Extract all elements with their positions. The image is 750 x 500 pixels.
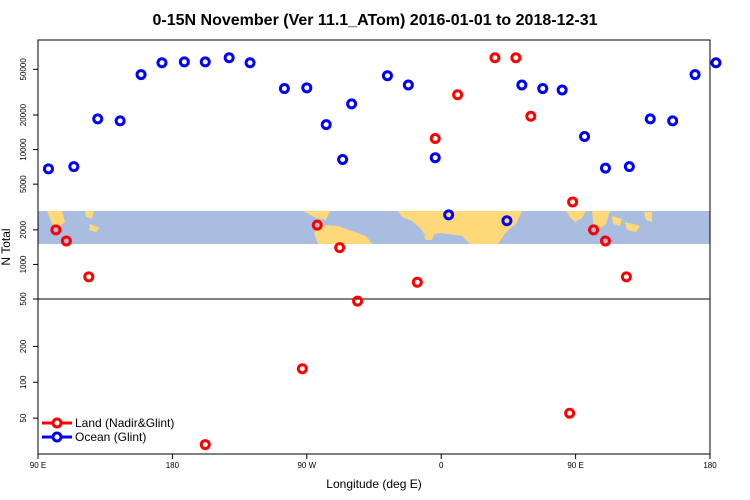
x-tick-label: 90 W <box>297 461 316 470</box>
y-tick-label: 2000 <box>19 220 28 238</box>
legend-marker <box>51 431 63 443</box>
ocean-point <box>92 113 104 125</box>
y-tick-label: 10000 <box>19 138 28 161</box>
x-tick-label: 180 <box>166 461 180 470</box>
map-land-shape <box>612 216 622 226</box>
plot-frame <box>37 39 711 455</box>
y-tick-label: 50000 <box>19 58 28 81</box>
x-tick-label: 90 E <box>567 461 583 470</box>
map-land-shape <box>47 211 65 228</box>
land-point <box>296 363 308 375</box>
ocean-point <box>346 98 358 110</box>
y-axis-label: N Total <box>0 228 13 265</box>
ocean-point <box>114 115 126 127</box>
ocean-point <box>42 163 54 175</box>
land-point <box>352 295 364 307</box>
y-tick-label: 1000 <box>19 255 28 273</box>
land-series <box>50 52 632 451</box>
ocean-point <box>244 57 256 69</box>
ocean-point <box>178 56 190 68</box>
x-axis-ticks: 90 E 180 90 W 0 90 E 180 <box>30 454 717 470</box>
ocean-point <box>429 152 441 164</box>
ocean-point <box>599 162 611 174</box>
y-tick-label: 5000 <box>19 175 28 193</box>
legend-label: Land (Nadir&Glint) <box>75 416 174 430</box>
land-point <box>311 219 323 231</box>
x-tick-label: 90 E <box>30 461 46 470</box>
ocean-point <box>135 69 147 81</box>
ocean-point <box>223 52 235 64</box>
land-point <box>83 271 95 283</box>
ocean-point <box>278 83 290 95</box>
plot-axes <box>37 39 711 455</box>
ocean-point <box>516 79 528 91</box>
map-land-shape <box>424 234 434 240</box>
ocean-point <box>68 161 80 173</box>
map-land-shape <box>314 225 372 244</box>
chart-title: 0-15N November (Ver 11.1_ATom) 2016-01-0… <box>153 12 598 29</box>
land-point <box>525 110 537 122</box>
x-axis-label: Longitude (deg E) <box>326 477 421 491</box>
y-tick-label: 100 <box>19 375 28 389</box>
data-points <box>42 52 722 451</box>
ocean-point <box>381 70 393 82</box>
x-tick-label: 0 <box>439 461 444 470</box>
ocean-point <box>579 131 591 143</box>
y-tick-label: 50 <box>19 413 28 422</box>
land-point <box>452 89 464 101</box>
map-land-shape <box>566 211 586 222</box>
map-land-shape <box>625 222 640 232</box>
land-point <box>50 224 62 236</box>
ocean-series <box>42 52 722 227</box>
ocean-point <box>556 84 568 96</box>
land-point <box>599 235 611 247</box>
y-tick-label: 500 <box>19 292 28 306</box>
land-point <box>567 196 579 208</box>
ocean-point <box>644 113 656 125</box>
map-land-shape <box>89 224 100 232</box>
ocean-point <box>667 115 679 127</box>
land-point <box>588 224 600 236</box>
map-land-shape <box>303 211 330 220</box>
land-point <box>510 52 522 64</box>
y-tick-label: 20000 <box>19 103 28 126</box>
land-point <box>564 407 576 419</box>
map-land-shape <box>644 212 652 222</box>
legend-marker <box>51 417 63 429</box>
x-tick-label: 180 <box>703 461 717 470</box>
land-point <box>334 242 346 254</box>
land-point <box>489 52 501 64</box>
map-land-shape <box>398 211 522 244</box>
ocean-point <box>199 56 211 68</box>
ocean-point <box>337 153 349 165</box>
ocean-point <box>623 161 635 173</box>
land-point <box>199 439 211 451</box>
map-land-shape <box>85 211 94 219</box>
y-axis-ticks: 500 1000 2000 5000 10000 20000 50000 50 100 200 <box>19 58 38 423</box>
ocean-point <box>301 82 313 94</box>
legend: Land (Nadir&Glint)Ocean (Glint) <box>42 416 174 444</box>
y-tick-label: 200 <box>19 339 28 353</box>
land-point <box>411 276 423 288</box>
ocean-point <box>710 57 722 69</box>
land-point <box>429 132 441 144</box>
ocean-point <box>537 83 549 95</box>
ocean-point <box>402 79 414 91</box>
legend-label: Ocean (Glint) <box>75 430 146 444</box>
ocean-point <box>689 69 701 81</box>
land-point <box>620 271 632 283</box>
ocean-point <box>443 209 455 221</box>
land-point <box>60 235 72 247</box>
ocean-point <box>501 215 513 227</box>
ocean-point <box>320 119 332 131</box>
ocean-point <box>156 57 168 69</box>
